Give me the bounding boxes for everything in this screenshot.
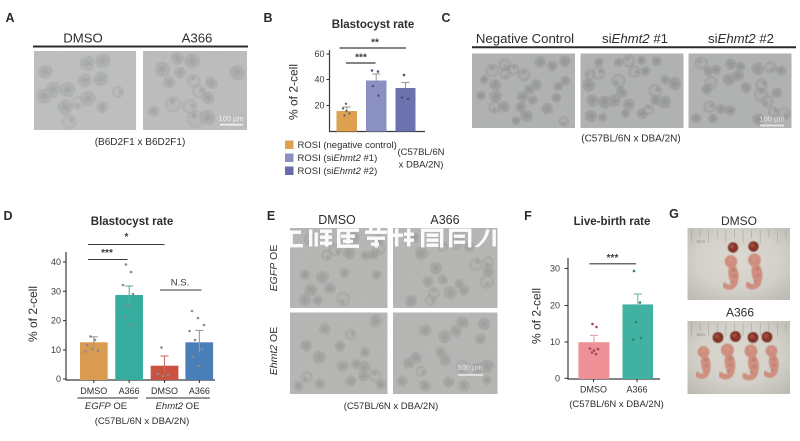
svg-text:5cm: 5cm (697, 332, 706, 337)
svg-text:DMSO: DMSO (318, 213, 356, 227)
svg-text:20: 20 (550, 301, 560, 311)
svg-text:(C57BL/6N x DBA/2N): (C57BL/6N x DBA/2N) (344, 401, 439, 412)
svg-text:A366: A366 (726, 306, 754, 320)
svg-text:***: *** (607, 253, 619, 264)
svg-text:(C57BL/6N x DBA/2N): (C57BL/6N x DBA/2N) (569, 399, 664, 410)
svg-text:*: * (125, 232, 129, 243)
svg-text:Blastocyst rate: Blastocyst rate (91, 216, 173, 228)
svg-text:DMSO: DMSO (721, 214, 757, 228)
svg-text:5cm: 5cm (697, 239, 706, 244)
svg-text:0: 0 (56, 374, 61, 384)
svg-text:ROSI (siEhmt2 #2): ROSI (siEhmt2 #2) (298, 166, 378, 177)
svg-text:30: 30 (550, 264, 560, 274)
svg-text:siEhmt2 #1: siEhmt2 #1 (602, 31, 668, 46)
svg-text:% of 2-cell: % of 2-cell (287, 64, 301, 120)
svg-text:EGFP OE: EGFP OE (268, 245, 280, 292)
svg-text:EGFP OE: EGFP OE (85, 401, 127, 412)
svg-text:**: ** (371, 38, 379, 49)
svg-text:Ehmt2 OE: Ehmt2 OE (268, 327, 280, 375)
svg-text:B: B (263, 11, 272, 25)
svg-text:DMSO: DMSO (151, 386, 178, 396)
svg-text:60: 60 (314, 49, 324, 59)
svg-text:(C57BL/6N: (C57BL/6N (398, 147, 445, 158)
svg-text:DMSO: DMSO (80, 386, 107, 396)
svg-text:C: C (441, 11, 450, 25)
svg-text:ROSI (siEhmt2 #1): ROSI (siEhmt2 #1) (298, 153, 378, 164)
svg-text:DMSO: DMSO (580, 385, 607, 395)
svg-text:500 µm: 500 µm (457, 363, 482, 372)
svg-text:40: 40 (314, 75, 324, 85)
svg-text:A366: A366 (189, 386, 210, 396)
svg-text:***: *** (355, 53, 367, 64)
svg-text:40: 40 (51, 257, 61, 267)
svg-text:30: 30 (51, 286, 61, 296)
svg-text:(C57BL/6N x DBA/2N): (C57BL/6N x DBA/2N) (95, 416, 190, 427)
svg-text:100 µm: 100 µm (218, 114, 243, 123)
svg-text:siEhmt2 #2: siEhmt2 #2 (708, 31, 774, 46)
svg-text:A: A (5, 11, 14, 25)
svg-text:% of 2-cell: % of 2-cell (530, 288, 544, 344)
svg-text:DMSO: DMSO (63, 31, 103, 46)
svg-text:G: G (669, 207, 679, 221)
svg-text:ROSI (negative control): ROSI (negative control) (298, 140, 397, 151)
svg-text:20: 20 (51, 316, 61, 326)
svg-text:(C57BL/6N x DBA/2N): (C57BL/6N x DBA/2N) (581, 134, 680, 145)
svg-text:A366: A366 (430, 213, 459, 227)
svg-text:10: 10 (550, 337, 560, 347)
svg-text:A366: A366 (119, 386, 140, 396)
svg-text:***: *** (101, 248, 113, 259)
svg-text:(B6D2F1 x B6D2F1): (B6D2F1 x B6D2F1) (95, 137, 186, 148)
svg-text:Ehmt2 OE: Ehmt2 OE (156, 401, 200, 412)
svg-text:% of 2-cell: % of 2-cell (26, 286, 40, 342)
svg-text:E: E (267, 209, 275, 223)
svg-text:Blastocyst rate: Blastocyst rate (332, 19, 414, 31)
svg-text:A366: A366 (626, 385, 647, 395)
svg-text:20: 20 (314, 101, 324, 111)
svg-text:Live-birth rate: Live-birth rate (574, 216, 651, 228)
svg-text:100 µm: 100 µm (759, 115, 784, 124)
svg-text:0: 0 (555, 373, 560, 383)
svg-text:x DBA/2N): x DBA/2N) (399, 160, 444, 171)
svg-text:N.S.: N.S. (171, 278, 189, 289)
svg-text:A366: A366 (182, 31, 213, 46)
svg-text:F: F (524, 209, 532, 223)
svg-text:Negative Control: Negative Control (476, 31, 574, 46)
svg-text:D: D (3, 209, 12, 223)
svg-text:10: 10 (51, 345, 61, 355)
